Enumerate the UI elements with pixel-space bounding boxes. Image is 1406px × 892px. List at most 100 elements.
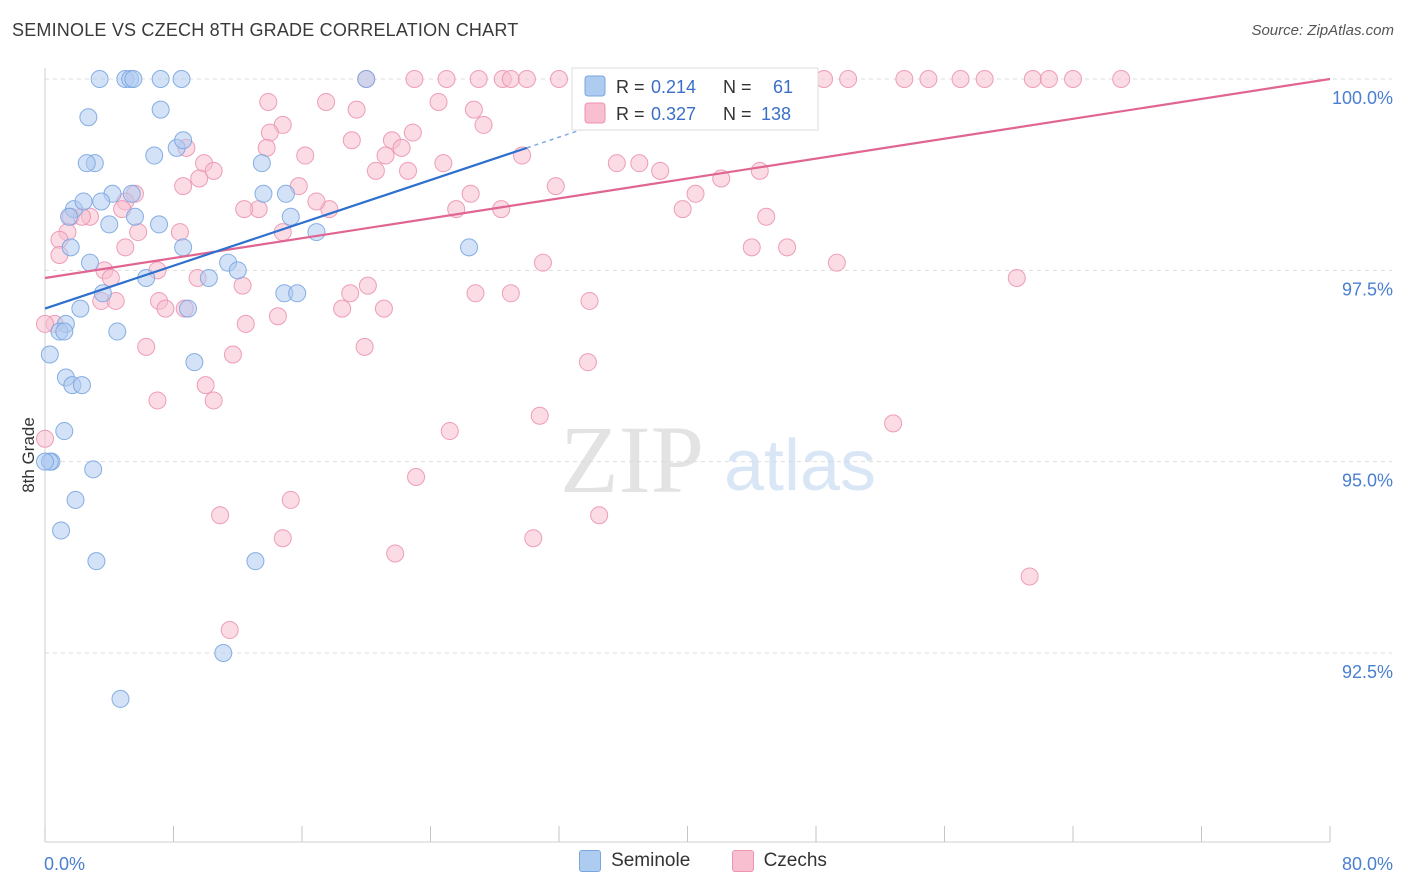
seminole-point (60, 207, 79, 226)
seminole-point (185, 353, 204, 372)
czech-point (1007, 268, 1026, 287)
seminole-point (74, 192, 93, 211)
czech-point (466, 284, 485, 303)
seminole-points (36, 70, 479, 708)
n-value-czech: 138 (761, 104, 791, 124)
czech-point (827, 253, 846, 272)
watermark: ZIP atlas (560, 406, 876, 513)
czech-point (839, 70, 858, 88)
czech-point (742, 238, 761, 257)
czech-point (919, 70, 938, 88)
seminole-point (172, 70, 191, 88)
czech-point (405, 70, 424, 88)
czech-point (578, 353, 597, 372)
czech-point (1023, 70, 1042, 88)
seminole-point (90, 70, 109, 88)
czech-point (407, 467, 426, 486)
czech-point (376, 146, 395, 165)
czech-point (148, 391, 167, 410)
seminole-trend-line (44, 146, 528, 310)
grid-lines (45, 78, 1392, 654)
czech-point (358, 276, 377, 295)
seminole-point (79, 108, 98, 127)
czech-point (469, 70, 488, 88)
x-tick-label: 0.0% (44, 854, 85, 874)
r-label-czech: R = (616, 104, 645, 124)
chart-title: SEMINOLE VS CZECH 8TH GRADE CORRELATION … (12, 20, 519, 40)
legend-item-czechs: Czechs (731, 850, 827, 872)
czech-point (434, 154, 453, 173)
czech-point (273, 529, 292, 548)
czech-point (236, 314, 255, 333)
czech-point (366, 161, 385, 180)
czech-point (778, 238, 797, 257)
czech-point (204, 391, 223, 410)
czech-point (36, 314, 54, 333)
seminole-point (55, 322, 74, 341)
legend-label-seminole: Seminole (611, 850, 691, 871)
czech-point (530, 406, 549, 425)
r-value-czech: 0.327 (651, 104, 696, 124)
seminole-point (174, 131, 193, 150)
seminole-point (307, 223, 326, 242)
czech-point (429, 92, 448, 111)
czech-point (501, 284, 520, 303)
czech-point (884, 414, 903, 433)
seminole-point (174, 238, 193, 257)
seminole-point (151, 70, 170, 88)
y-tick-labels: 92.5% 95.0% 97.5% 100.0% (1332, 88, 1393, 682)
seminole-point (252, 154, 271, 173)
czech-swatch (584, 102, 606, 124)
czech-point (437, 70, 456, 88)
seminole-point (124, 70, 143, 88)
czech-point (196, 376, 215, 395)
seminole-point (281, 207, 300, 226)
seminole-point (40, 345, 59, 364)
czech-point (220, 621, 239, 640)
seminole-point (87, 552, 106, 571)
czech-point (137, 337, 156, 356)
seminole-point (199, 268, 218, 287)
czech-point (607, 154, 626, 173)
seminole-point (61, 238, 80, 257)
czech-point (347, 100, 366, 119)
seminole-point (150, 215, 169, 234)
seminole-point (460, 238, 479, 257)
czech-point (211, 506, 230, 525)
seminole-point (100, 215, 119, 234)
czech-trend-line (44, 77, 1331, 280)
seminole-point (145, 146, 164, 165)
czech-point (1039, 70, 1058, 88)
seminole-point (72, 376, 91, 395)
r-value-seminole: 0.214 (651, 77, 696, 97)
czech-point (951, 70, 970, 88)
czech-point (235, 200, 254, 219)
r-label-seminole: R = (616, 77, 645, 97)
seminole-point (66, 490, 85, 509)
seminole-point (111, 689, 130, 708)
czech-point (546, 177, 565, 196)
czech-point (524, 529, 543, 548)
czech-point (392, 138, 411, 157)
czech-point (403, 123, 422, 142)
czech-point (268, 307, 287, 326)
seminole-legend-swatch (579, 850, 602, 872)
seminole-point (125, 207, 144, 226)
source-label: Source: ZipAtlas.com (1251, 22, 1394, 39)
seminole-point (151, 100, 170, 119)
czech-point (129, 223, 148, 242)
czech-point (333, 299, 352, 318)
czech-point (386, 544, 405, 563)
x-tick-label: 80.0% (1342, 854, 1393, 874)
legend-label-czechs: Czechs (763, 850, 827, 871)
czech-point (257, 138, 276, 157)
czech-point (156, 299, 175, 318)
seminole-point (254, 184, 273, 203)
y-tick-label: 97.5% (1342, 279, 1393, 299)
czech-point (757, 207, 776, 226)
czech-point (204, 161, 223, 180)
czech-point (116, 238, 135, 257)
y-tick-label: 100.0% (1332, 88, 1393, 108)
czech-point (296, 146, 315, 165)
